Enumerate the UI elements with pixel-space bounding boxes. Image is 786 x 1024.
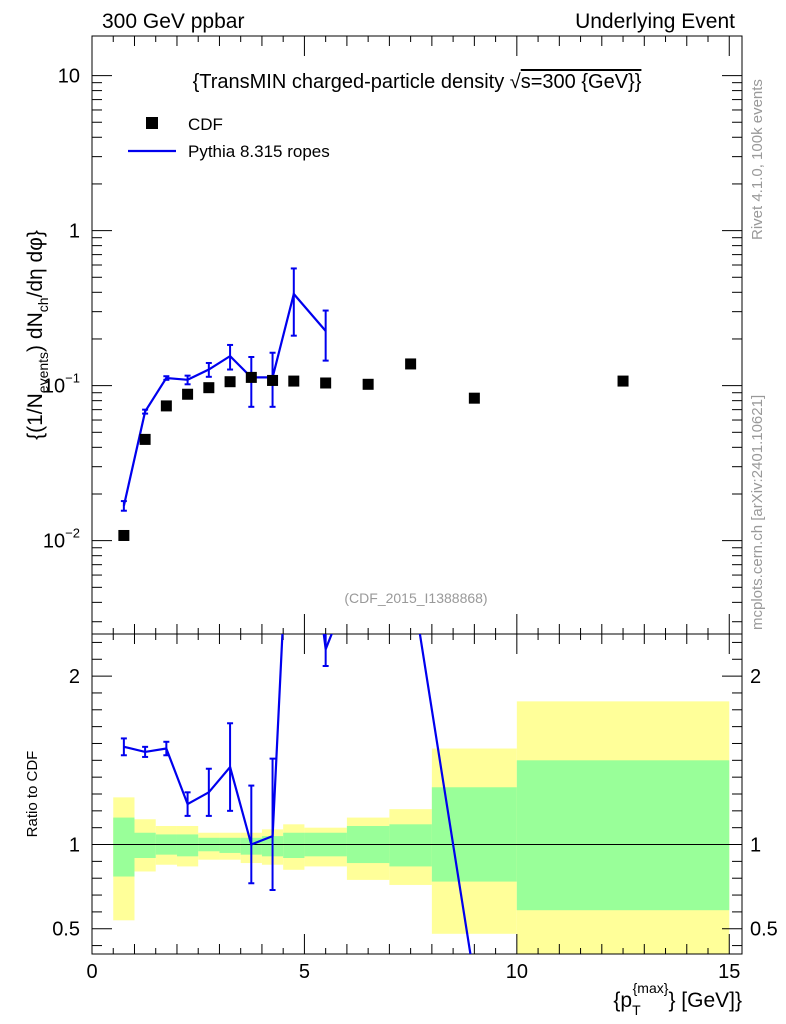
ratio-y-axis-label: Ratio to CDF	[24, 751, 41, 838]
main-y-tick-label: 10−1	[43, 371, 80, 398]
ratio-band-inner	[134, 832, 156, 858]
chart-title-pre: {TransMIN charged-particle density	[193, 71, 510, 93]
main-y-tick-base: 10	[58, 66, 80, 88]
ratio-uncertainty-bands	[113, 701, 730, 954]
x-label-post: } [GeV]}	[668, 989, 742, 1012]
y-label-sub-events: events	[35, 352, 51, 393]
ratio-y-tick-label-left: 2	[69, 666, 80, 688]
cdf-data-point	[139, 433, 151, 445]
main-y-tick-base: 10	[43, 531, 65, 553]
x-tick-label: 15	[718, 961, 740, 983]
x-label-sub: T	[632, 1002, 641, 1018]
chart-title: {TransMIN charged-particle density √s=30…	[193, 71, 642, 93]
main-y-axis-label: {(1/Nevents) dNch/dη dφ}	[24, 230, 51, 440]
y-label-pre: {(1/N	[24, 393, 47, 440]
ratio-band-inner	[431, 787, 517, 882]
ratio-y-tick-label-right: 0.5	[750, 919, 778, 941]
pythia-line	[122, 291, 327, 506]
x-tick-label: 5	[299, 961, 310, 983]
ratio-y-tick-label-left: 1	[69, 835, 80, 857]
chart-title-post: s=300 {GeV}}	[521, 71, 642, 93]
y-label-mid: ) dN	[24, 312, 47, 352]
main-y-tick-label: 10	[58, 66, 80, 88]
cdf-data-point	[267, 374, 279, 386]
cdf-data-point	[160, 400, 172, 412]
legend-cdf-label: CDF	[188, 115, 223, 134]
y-label-sub-ch: ch	[35, 297, 51, 312]
main-y-tick-label: 1	[69, 221, 80, 243]
x-tick-label: 10	[506, 961, 528, 983]
main-data-layer	[118, 267, 629, 541]
ratio-band-inner	[113, 817, 135, 877]
cdf-data-point	[362, 378, 374, 390]
ratio-y-tick-label-left: 0.5	[52, 919, 80, 941]
cdf-data-point	[203, 382, 215, 394]
ratio-band-inner	[283, 832, 305, 858]
cdf-data-point	[288, 375, 300, 387]
side-mcplots-text: mcplots.cern.ch [arXiv:2401.10621]	[749, 395, 766, 630]
main-y-tick-base: 10	[43, 376, 65, 398]
cdf-data-point	[118, 529, 130, 541]
ratio-y-tick-label-right: 1	[750, 835, 761, 857]
main-y-tick-exponent: −1	[65, 371, 80, 386]
cdf-data-point	[320, 377, 332, 389]
x-label-sup: {max}	[633, 980, 669, 996]
chart-title-sqrt: √	[510, 71, 521, 93]
cdf-data-point	[468, 392, 480, 404]
ratio-band-inner	[516, 760, 730, 911]
ratio-data-layer	[120, 634, 472, 954]
cdf-data-point	[405, 358, 417, 370]
cdf-data-point	[245, 371, 257, 383]
legend: CDF Pythia 8.315 ropes	[128, 115, 330, 161]
analysis-id: (CDF_2015_I1388868)	[344, 590, 487, 606]
ratio-axis-ticks: 0.5 1 2 0.5 1 2 0 5 10 15	[52, 634, 778, 983]
main-y-tick-exponent: −2	[65, 526, 80, 541]
ratio-band-inner	[389, 824, 432, 867]
header-left: 300 GeV ppbar	[102, 10, 244, 33]
side-rivet-text: Rivet 4.1.0, 100k events	[749, 79, 766, 240]
cdf-data-point	[182, 388, 194, 400]
cdf-data-point	[224, 376, 236, 388]
ratio-band-inner	[176, 834, 199, 857]
ratio-y-tick-label-right: 2	[750, 666, 761, 688]
y-label-post: /dη dφ}	[24, 230, 47, 297]
legend-cdf-marker	[146, 117, 158, 129]
x-axis-label: {pT {max}} [GeV]}	[613, 980, 742, 1018]
x-label-pre: {p	[613, 989, 632, 1012]
main-y-tick-label: 10−2	[43, 526, 80, 553]
x-tick-label: 0	[86, 961, 97, 983]
main-y-tick-base: 1	[69, 221, 80, 243]
header-right: Underlying Event	[575, 10, 735, 33]
cdf-data-point	[617, 375, 629, 387]
ratio-pythia-line	[123, 634, 472, 954]
legend-pythia-label: Pythia 8.315 ropes	[188, 142, 330, 161]
ratio-band-inner	[219, 837, 241, 853]
